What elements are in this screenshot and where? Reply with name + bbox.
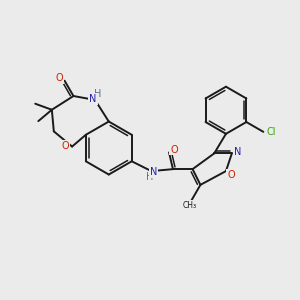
Text: H: H <box>146 172 153 182</box>
Text: Cl: Cl <box>266 127 276 137</box>
Text: O: O <box>170 145 178 154</box>
Text: H: H <box>94 89 102 99</box>
Text: CH₃: CH₃ <box>183 200 197 209</box>
Text: N: N <box>150 167 157 177</box>
Text: N: N <box>234 148 242 158</box>
Text: O: O <box>61 141 69 151</box>
Text: O: O <box>227 170 235 180</box>
Text: O: O <box>56 73 64 83</box>
Text: N: N <box>89 94 97 104</box>
